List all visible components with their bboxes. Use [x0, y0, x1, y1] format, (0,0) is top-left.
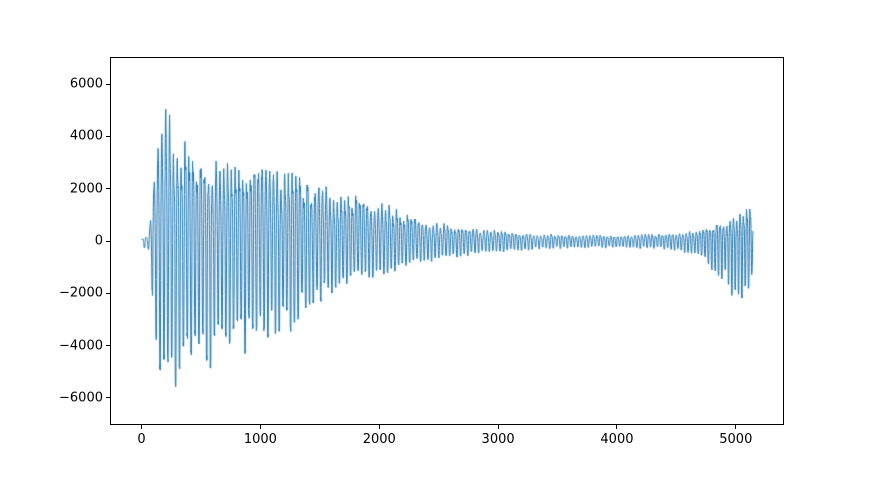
x-tick-label: 0 — [137, 432, 146, 447]
x-tick-mark — [497, 425, 499, 429]
x-tick-mark — [735, 425, 737, 429]
y-tick-label: −6000 — [59, 390, 103, 406]
x-tick-mark — [378, 425, 380, 429]
x-tick-mark — [141, 425, 143, 429]
y-tick-mark — [106, 292, 110, 294]
y-tick-label: 2000 — [69, 181, 103, 197]
x-tick-label: 5000 — [719, 432, 753, 447]
x-tick-label: 1000 — [243, 432, 277, 447]
y-tick-mark — [106, 188, 110, 190]
y-tick-mark — [106, 83, 110, 85]
y-tick-mark — [106, 135, 110, 137]
y-tick-label: 4000 — [69, 128, 103, 144]
y-tick-mark — [106, 397, 110, 399]
x-tick-mark — [259, 425, 261, 429]
y-tick-mark — [106, 240, 110, 242]
y-tick-label: −4000 — [59, 338, 103, 354]
y-tick-label: −2000 — [59, 285, 103, 301]
x-tick-label: 2000 — [362, 432, 396, 447]
x-tick-label: 3000 — [481, 432, 515, 447]
y-tick-label: 0 — [94, 233, 103, 249]
y-tick-label: 6000 — [69, 76, 103, 92]
waveform-canvas — [111, 58, 783, 424]
plot-area — [110, 57, 784, 425]
y-tick-mark — [106, 345, 110, 347]
x-tick-label: 4000 — [600, 432, 634, 447]
x-tick-mark — [616, 425, 618, 429]
